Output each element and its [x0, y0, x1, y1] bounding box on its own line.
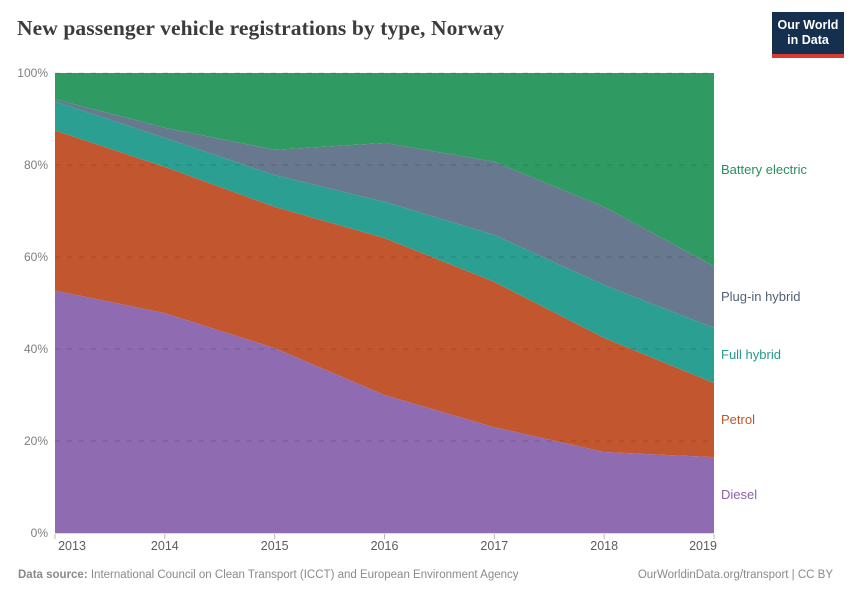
y-axis-label-100: 100%	[17, 66, 48, 80]
y-axis-label-40: 40%	[23, 342, 48, 356]
series-label-battery-electric: Battery electric	[721, 161, 807, 177]
chart-footer: Data source: International Council on Cl…	[18, 569, 833, 581]
area-diesel[interactable]	[55, 290, 714, 533]
y-axis-label-0: 0%	[30, 526, 48, 540]
x-axis-label-2017: 2017	[480, 539, 509, 553]
x-axis-label-2013: 2013	[58, 539, 86, 553]
y-axis-label-20: 20%	[23, 434, 48, 448]
series-label-petrol: Petrol	[721, 412, 755, 428]
area-plug-in-hybrid[interactable]	[55, 99, 714, 328]
series-label-diesel: Diesel	[721, 487, 758, 503]
area-petrol[interactable]	[55, 130, 714, 458]
x-axis-label-2016: 2016	[370, 539, 399, 553]
area-full-hybrid[interactable]	[55, 101, 714, 384]
area-battery-electric[interactable]	[55, 73, 714, 267]
data-source-text: Data source: International Council on Cl…	[18, 569, 519, 581]
series-label-full-hybrid: Full hybrid	[721, 347, 781, 363]
x-axis-label-2015: 2015	[260, 539, 289, 553]
series-label-plug-in-hybrid: Plug-in hybrid	[721, 289, 801, 305]
chart-title: New passenger vehicle registrations by t…	[17, 16, 505, 40]
data-source-label: Data source:	[18, 569, 88, 581]
footer-credit-link[interactable]: OurWorldinData.org/transport | CC BY	[637, 569, 833, 581]
owid-logo-line1: Our World	[777, 18, 839, 32]
x-axis-label-2014: 2014	[150, 539, 179, 553]
y-axis-label-80: 80%	[23, 158, 48, 172]
x-axis-label-2019: 2019	[689, 539, 717, 553]
y-axis-label-60: 60%	[23, 250, 48, 264]
data-source-value: International Council on Clean Transport…	[87, 569, 519, 581]
owid-logo[interactable]: Our World in Data	[772, 12, 844, 58]
x-axis-label-2018: 2018	[590, 539, 619, 553]
owid-logo-line2: in Data	[787, 33, 829, 48]
